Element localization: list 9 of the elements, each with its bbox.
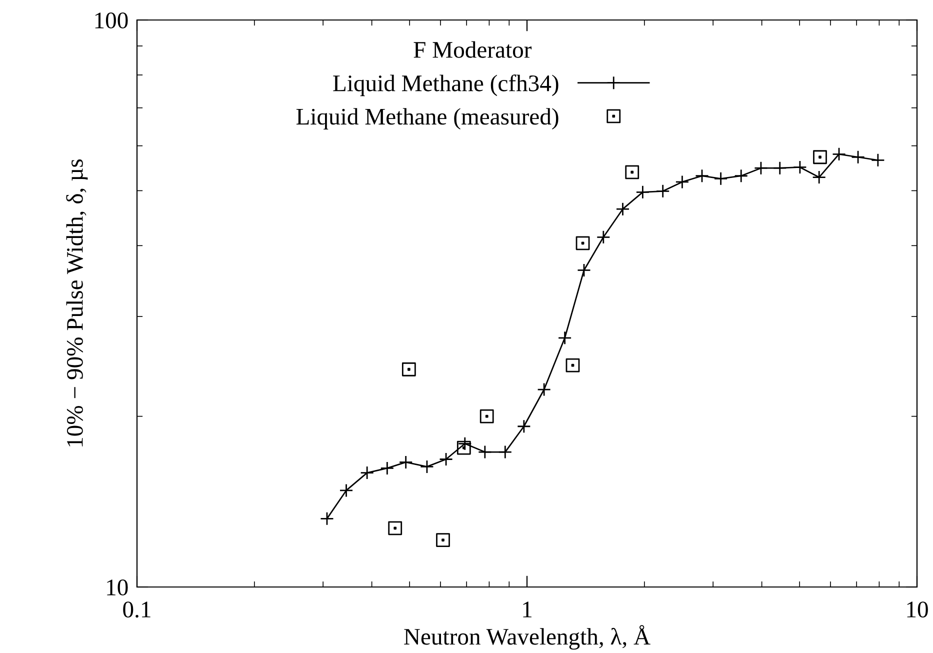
legend-label: Liquid Methane (cfh34) [333,74,558,96]
legend-title: F Moderator [414,41,532,58]
x-tick-label: 10 [907,602,928,618]
x-tick-label: 0.1 [123,602,150,618]
x-axis-title: Neutron Wavelength, λ, Å [404,625,650,650]
legend-label: Liquid Methane (measured) [296,108,558,130]
x-tick-label: 1 [523,602,532,618]
y-tick-label: 100 [95,12,128,28]
y-axis-title: 10% − 90% Pulse Width, δ, µs [66,159,88,446]
